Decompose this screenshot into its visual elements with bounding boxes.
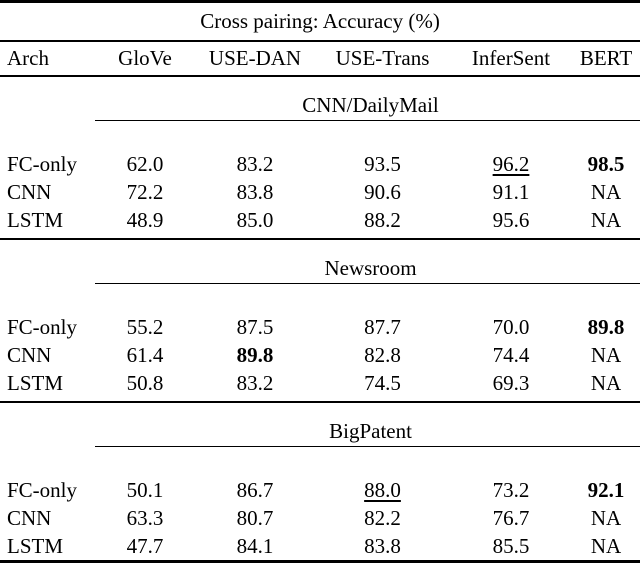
table-cell: NA [572, 206, 640, 240]
table-cell: 82.2 [364, 506, 401, 530]
table-cell: 88.2 [315, 206, 450, 240]
table-cell: NA [590, 343, 622, 367]
table-cell: 63.3 [126, 506, 164, 530]
column-header-glove: GloVe [95, 41, 195, 77]
table-row: LSTM 48.9 85.0 88.2 95.6 NA [0, 206, 640, 240]
column-header-arch: Arch [0, 41, 95, 77]
section-header-spacer [0, 239, 95, 284]
column-header-bert: BERT [572, 41, 640, 77]
table-cell: NA [590, 534, 622, 558]
row-label: LSTM [7, 534, 64, 558]
table-cell: 76.7 [492, 506, 530, 530]
table-cell: 50.1 [126, 478, 164, 502]
section-header-row: BigPatent [0, 402, 640, 447]
table-row: FC-only 50.1 86.7 88.0 73.2 92.1 [0, 476, 640, 504]
table-cell: 74.5 [315, 369, 450, 403]
row-label: FC-only [7, 315, 78, 339]
table-title-row: Cross pairing: Accuracy (%) [0, 1, 640, 42]
table-row: CNN 61.4 89.8 82.8 74.4 NA [0, 341, 640, 369]
table-cell: 86.7 [236, 478, 274, 502]
table-row: LSTM 47.7 84.1 83.8 85.5 NA [0, 532, 640, 562]
spacer-row [0, 447, 640, 477]
section-header-row: Newsroom [0, 239, 640, 284]
section-title-cnn-dailymail: CNN/DailyMail [95, 76, 640, 121]
table-cell: 88.0 [364, 478, 401, 502]
table-cell: 91.1 [492, 180, 530, 204]
row-label: CNN [7, 180, 52, 204]
table-cell: 69.3 [450, 369, 572, 403]
table-title: Cross pairing: Accuracy (%) [0, 1, 640, 42]
table-cell: 72.2 [126, 180, 164, 204]
table-cell: 62.0 [126, 152, 164, 176]
table-row: CNN 72.2 83.8 90.6 91.1 NA [0, 178, 640, 206]
section-header-row: CNN/DailyMail [0, 76, 640, 121]
row-label: FC-only [7, 478, 78, 502]
spacer-row [0, 121, 640, 151]
table-cell: 95.6 [450, 206, 572, 240]
table-row: FC-only 62.0 83.2 93.5 96.2 98.5 [0, 150, 640, 178]
table-cell: 83.2 [236, 152, 274, 176]
table-cell: 48.9 [95, 206, 195, 240]
table-cell: 82.8 [364, 343, 401, 367]
table-cell: NA [590, 506, 622, 530]
table-cell: 87.5 [236, 315, 274, 339]
table-cell: 83.8 [236, 180, 274, 204]
table-cell: 90.6 [364, 180, 401, 204]
row-label: LSTM [0, 369, 95, 403]
table-cell: 47.7 [126, 534, 164, 558]
table-cell: 61.4 [126, 343, 164, 367]
table-row: FC-only 55.2 87.5 87.7 70.0 89.8 [0, 313, 640, 341]
table-cell: 92.1 [587, 478, 625, 502]
table-cell: NA [572, 369, 640, 403]
table-cell: 73.2 [492, 478, 530, 502]
table-cell: NA [590, 180, 622, 204]
section-title-newsroom: Newsroom [95, 239, 640, 284]
table-cell: 85.0 [195, 206, 315, 240]
table-cell: 93.5 [364, 152, 401, 176]
table-cell: 80.7 [236, 506, 274, 530]
table-row: CNN 63.3 80.7 82.2 76.7 NA [0, 504, 640, 532]
table-cell: 50.8 [95, 369, 195, 403]
column-header-use-dan: USE-DAN [195, 41, 315, 77]
column-header-row: Arch GloVe USE-DAN USE-Trans InferSent B… [0, 41, 640, 77]
row-label: LSTM [0, 206, 95, 240]
table-cell: 89.8 [587, 315, 625, 339]
column-header-infersent: InferSent [450, 41, 572, 77]
table-cell: 74.4 [492, 343, 530, 367]
row-label: FC-only [7, 152, 78, 176]
table-cell: 83.2 [195, 369, 315, 403]
section-header-spacer [0, 76, 95, 121]
section-title-bigpatent: BigPatent [95, 402, 640, 447]
table-cell: 55.2 [126, 315, 164, 339]
spacer-row [0, 284, 640, 314]
table-cell: 84.1 [236, 534, 274, 558]
row-label: CNN [7, 506, 52, 530]
table-cell: 87.7 [364, 315, 401, 339]
table-cell: 98.5 [587, 152, 625, 176]
column-header-use-trans: USE-Trans [315, 41, 450, 77]
table-cell: 70.0 [492, 315, 530, 339]
table-cell: 89.8 [236, 343, 274, 367]
section-header-spacer [0, 402, 95, 447]
table-cell: 83.8 [364, 534, 401, 558]
row-label: CNN [7, 343, 52, 367]
table-row: LSTM 50.8 83.2 74.5 69.3 NA [0, 369, 640, 403]
table-cell: 96.2 [492, 152, 530, 176]
table-cell: 85.5 [492, 534, 530, 558]
